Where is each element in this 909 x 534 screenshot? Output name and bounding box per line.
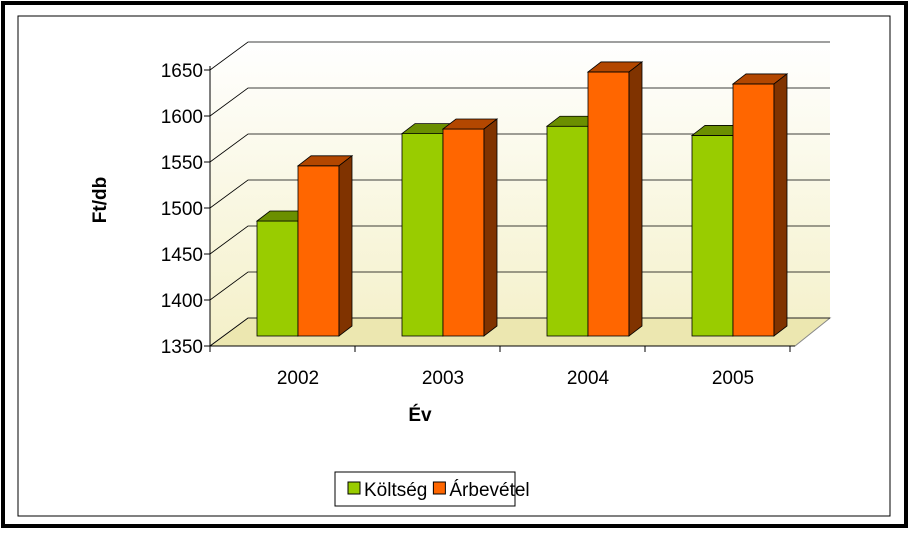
x-axis-title: Év <box>408 404 432 426</box>
y-tick-label: 1550 <box>161 153 203 174</box>
bar-side <box>773 73 788 337</box>
bar-front <box>732 83 775 337</box>
bar-side <box>628 61 643 337</box>
y-tick-label: 1600 <box>161 107 203 128</box>
x-tick-label: 2002 <box>277 368 319 389</box>
y-tick-label: 1400 <box>161 291 203 312</box>
legend-label: Költség <box>364 480 427 501</box>
bar-front <box>401 133 444 337</box>
legend-label: Árbevétel <box>449 480 529 501</box>
bar-front <box>297 165 340 337</box>
back-wall <box>210 42 830 346</box>
legend <box>334 471 516 507</box>
bar-side <box>338 154 353 337</box>
bar-front <box>546 125 589 337</box>
x-tick-label: 2005 <box>712 368 754 389</box>
bar-front <box>691 135 734 337</box>
legend-swatch <box>347 481 361 495</box>
y-axis-title: Ft/db <box>90 177 111 223</box>
plot-frame <box>17 15 891 517</box>
bar-front <box>442 128 485 337</box>
y-tick-label: 1650 <box>161 61 203 82</box>
x-tick-label: 2004 <box>567 368 610 389</box>
bar-front <box>256 220 299 337</box>
grid-line <box>209 41 830 71</box>
y-tick-label: 1450 <box>161 245 203 266</box>
bar-front <box>587 71 630 337</box>
y-tick-label: 1500 <box>161 199 203 220</box>
y-tick-label: 1350 <box>161 337 203 358</box>
bar-side <box>483 118 498 337</box>
legend-swatch <box>432 481 446 495</box>
x-tick-label: 2003 <box>422 368 464 389</box>
